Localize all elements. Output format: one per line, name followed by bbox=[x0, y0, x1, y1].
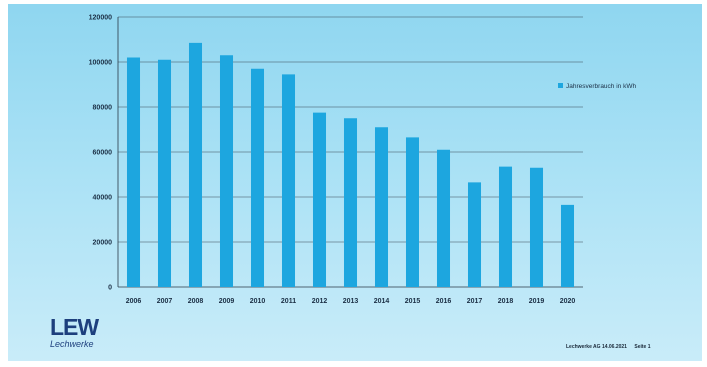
x-tick-label: 2020 bbox=[560, 298, 576, 305]
x-axis-ticks: 2006 2007 2008 2009 2010 2011 2012 2013 2014 2015… bbox=[126, 298, 576, 305]
bar-2007 bbox=[157, 59, 172, 287]
slide: 0 20000 40000 60000 80000 100000 120000 2006 20… bbox=[8, 4, 702, 361]
bar-2020 bbox=[560, 204, 575, 287]
y-tick-label: 0 bbox=[108, 285, 112, 292]
footer-company-date: Lechwerke AG 14.06.2021 bbox=[566, 344, 627, 350]
lew-logo: LEW bbox=[50, 314, 99, 340]
y-tick-label: 40000 bbox=[93, 195, 113, 202]
x-tick-label: 2015 bbox=[405, 298, 421, 305]
bar-2008 bbox=[188, 42, 203, 287]
bar-2012 bbox=[312, 112, 327, 287]
bar-2009 bbox=[219, 55, 234, 287]
x-tick-label: 2019 bbox=[529, 298, 545, 305]
x-tick-label: 2014 bbox=[374, 298, 390, 305]
bar-2017 bbox=[467, 182, 482, 287]
x-tick-label: 2006 bbox=[126, 298, 142, 305]
x-tick-label: 2007 bbox=[157, 298, 173, 305]
footer: Lechwerke AG 14.06.2021 Seite 1 bbox=[566, 344, 656, 350]
bar-2018 bbox=[498, 166, 513, 287]
footer-page-number: Seite 1 bbox=[634, 344, 651, 350]
x-tick-label: 2011 bbox=[281, 298, 296, 305]
bar-2016 bbox=[436, 149, 451, 287]
legend: Jahresverbrauch in kWh bbox=[558, 83, 636, 90]
y-tick-label: 60000 bbox=[93, 150, 113, 157]
x-tick-label: 2012 bbox=[312, 298, 328, 305]
legend-swatch bbox=[558, 83, 563, 88]
y-tick-label: 80000 bbox=[93, 105, 113, 112]
y-tick-label: 120000 bbox=[89, 15, 112, 22]
bar-2010 bbox=[250, 68, 265, 287]
bar-2013 bbox=[343, 118, 358, 287]
bars bbox=[126, 42, 575, 287]
y-tick-label: 20000 bbox=[93, 240, 113, 247]
bar-2006 bbox=[126, 57, 141, 287]
x-tick-label: 2017 bbox=[467, 298, 483, 305]
y-tick-label: 100000 bbox=[89, 60, 112, 67]
bar-2011 bbox=[281, 74, 296, 287]
bar-2014 bbox=[374, 127, 389, 287]
lew-logo-subtitle: Lechwerke bbox=[50, 339, 94, 349]
x-tick-label: 2009 bbox=[219, 298, 235, 305]
x-tick-label: 2016 bbox=[436, 298, 452, 305]
bar-2015 bbox=[405, 137, 420, 287]
y-axis-ticks: 0 20000 40000 60000 80000 100000 120000 bbox=[89, 15, 112, 292]
legend-label: Jahresverbrauch in kWh bbox=[566, 83, 636, 90]
x-tick-label: 2013 bbox=[343, 298, 359, 305]
x-tick-label: 2018 bbox=[498, 298, 514, 305]
bar-2019 bbox=[529, 167, 544, 287]
x-tick-label: 2010 bbox=[250, 298, 266, 305]
x-tick-label: 2008 bbox=[188, 298, 204, 305]
